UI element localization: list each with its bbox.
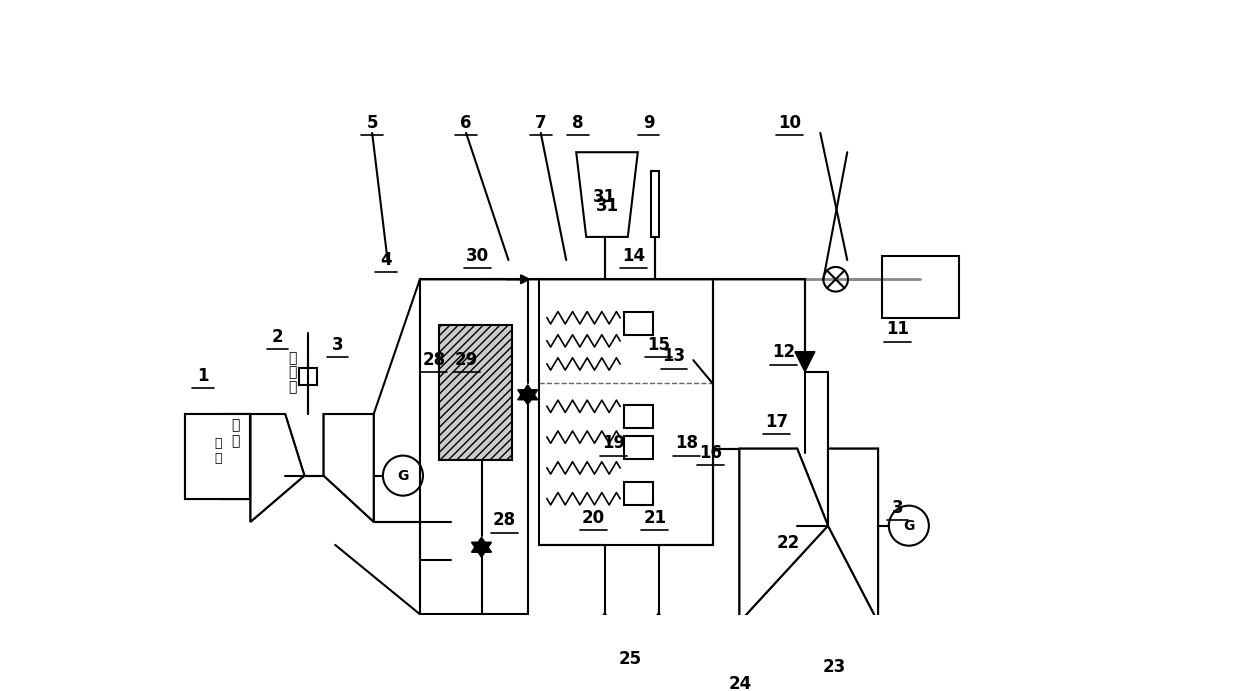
Text: 22: 22 [776, 534, 800, 552]
Text: 24: 24 [729, 674, 751, 691]
Polygon shape [324, 414, 373, 522]
Bar [624, 312, 653, 335]
Text: 19: 19 [603, 434, 625, 453]
Text: 气: 气 [215, 452, 222, 465]
Text: 气: 气 [289, 380, 298, 394]
Polygon shape [517, 390, 538, 405]
Polygon shape [828, 448, 878, 622]
Polygon shape [250, 414, 304, 522]
Text: 4: 4 [381, 251, 392, 269]
Text: 31: 31 [595, 197, 619, 215]
Text: 16: 16 [699, 444, 723, 462]
Polygon shape [739, 448, 828, 622]
Text: 10: 10 [777, 114, 801, 132]
Polygon shape [650, 613, 668, 627]
Text: 14: 14 [622, 247, 646, 265]
Bar [624, 482, 653, 505]
Polygon shape [324, 414, 373, 522]
Text: 天: 天 [289, 352, 298, 366]
Polygon shape [828, 448, 878, 622]
Bar [539, 279, 713, 545]
Bar [624, 435, 653, 459]
Text: 20: 20 [582, 509, 605, 527]
Text: 9: 9 [642, 114, 655, 132]
Bar [805, 664, 878, 691]
Text: 3: 3 [331, 336, 343, 354]
Text: 2: 2 [272, 328, 283, 346]
Text: 25: 25 [619, 650, 641, 668]
Text: 18: 18 [675, 434, 698, 453]
Text: 31: 31 [593, 188, 616, 206]
Polygon shape [471, 537, 491, 552]
Text: 13: 13 [662, 348, 686, 366]
Bar [185, 414, 250, 499]
Bar [185, 414, 250, 499]
Text: 28: 28 [494, 511, 516, 529]
Polygon shape [595, 617, 614, 631]
Polygon shape [650, 617, 668, 631]
Polygon shape [517, 385, 538, 400]
Bar [882, 256, 959, 318]
Polygon shape [595, 613, 614, 627]
Text: 15: 15 [647, 336, 670, 354]
Text: 气: 气 [231, 434, 239, 448]
Text: 7: 7 [534, 114, 547, 132]
Text: 30: 30 [466, 247, 490, 265]
Text: 空: 空 [215, 437, 222, 450]
Polygon shape [250, 414, 304, 522]
Text: 然: 然 [289, 366, 298, 379]
Text: 28: 28 [422, 351, 445, 369]
Text: 11: 11 [885, 321, 909, 339]
Text: 5: 5 [366, 114, 378, 132]
Polygon shape [739, 448, 828, 622]
Text: 3: 3 [892, 499, 903, 517]
Bar [299, 368, 317, 385]
Text: 17: 17 [765, 413, 787, 430]
Polygon shape [622, 686, 641, 691]
Text: G: G [903, 519, 915, 533]
Text: 6: 6 [460, 114, 472, 132]
Polygon shape [577, 152, 637, 237]
Text: G: G [397, 468, 409, 482]
Bar [439, 325, 512, 460]
Polygon shape [471, 542, 491, 557]
Polygon shape [795, 352, 815, 372]
Text: 21: 21 [644, 509, 666, 527]
Text: 空: 空 [231, 419, 239, 433]
Text: 12: 12 [771, 343, 795, 361]
Polygon shape [651, 171, 658, 237]
Text: 23: 23 [822, 658, 846, 676]
Bar [624, 405, 653, 428]
Text: 8: 8 [572, 114, 584, 132]
Text: 1: 1 [197, 366, 208, 384]
Text: 29: 29 [455, 351, 477, 369]
